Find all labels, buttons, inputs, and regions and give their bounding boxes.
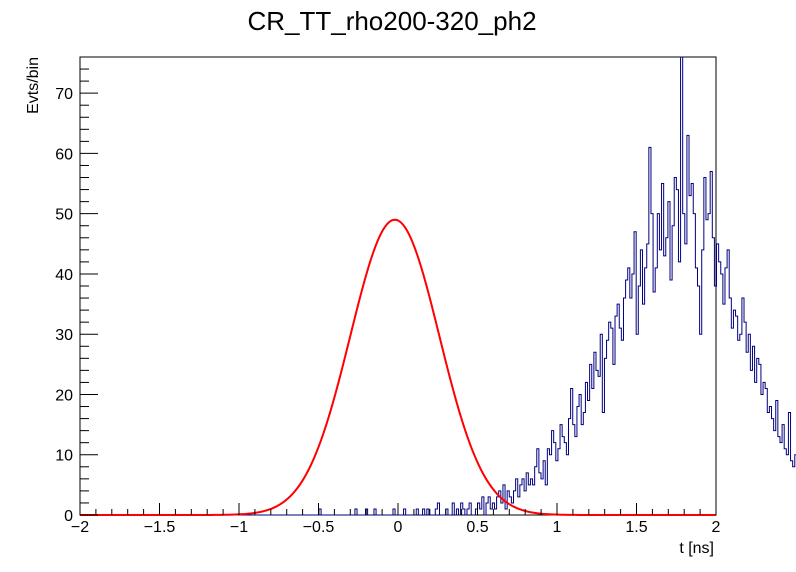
y-tick-label: 20 — [55, 387, 73, 404]
y-tick-label: 30 — [55, 327, 73, 344]
x-tick-label: 0 — [394, 519, 403, 536]
x-axis-label: t [ns] — [679, 540, 714, 557]
histogram-steps — [80, 56, 796, 516]
y-axis: 0 10 20 30 40 50 60 70 — [55, 56, 98, 525]
x-tick-label: 1.5 — [625, 519, 647, 536]
y-tick-label: 40 — [55, 267, 73, 284]
y-tick-label: 60 — [55, 146, 73, 163]
x-tick-label: −0.5 — [303, 519, 335, 536]
chart-title: CR_TT_rho200-320_ph2 — [247, 6, 536, 36]
x-tick-label: 0.5 — [466, 519, 488, 536]
x-tick-label: −1.5 — [144, 519, 176, 536]
x-tick-label: −2 — [71, 519, 89, 536]
x-tick-label: 1 — [553, 519, 562, 536]
histogram-layer — [80, 56, 796, 516]
fit-layer — [80, 218, 716, 516]
y-tick-label: 70 — [55, 86, 73, 103]
y-tick-label: 0 — [64, 508, 73, 525]
plot-frame — [79, 56, 717, 516]
x-tick-label: −1 — [230, 519, 248, 536]
y-tick-label: 10 — [55, 448, 73, 465]
x-tick-label: 2 — [712, 519, 721, 536]
x-axis: −2 −1.5 −1 −0.5 0 0.5 1 1.5 2 — [71, 503, 721, 536]
y-tick-label: 50 — [55, 207, 73, 224]
gaussian-fit-line — [80, 218, 716, 516]
y-axis-label: Evts/bin — [25, 57, 42, 114]
